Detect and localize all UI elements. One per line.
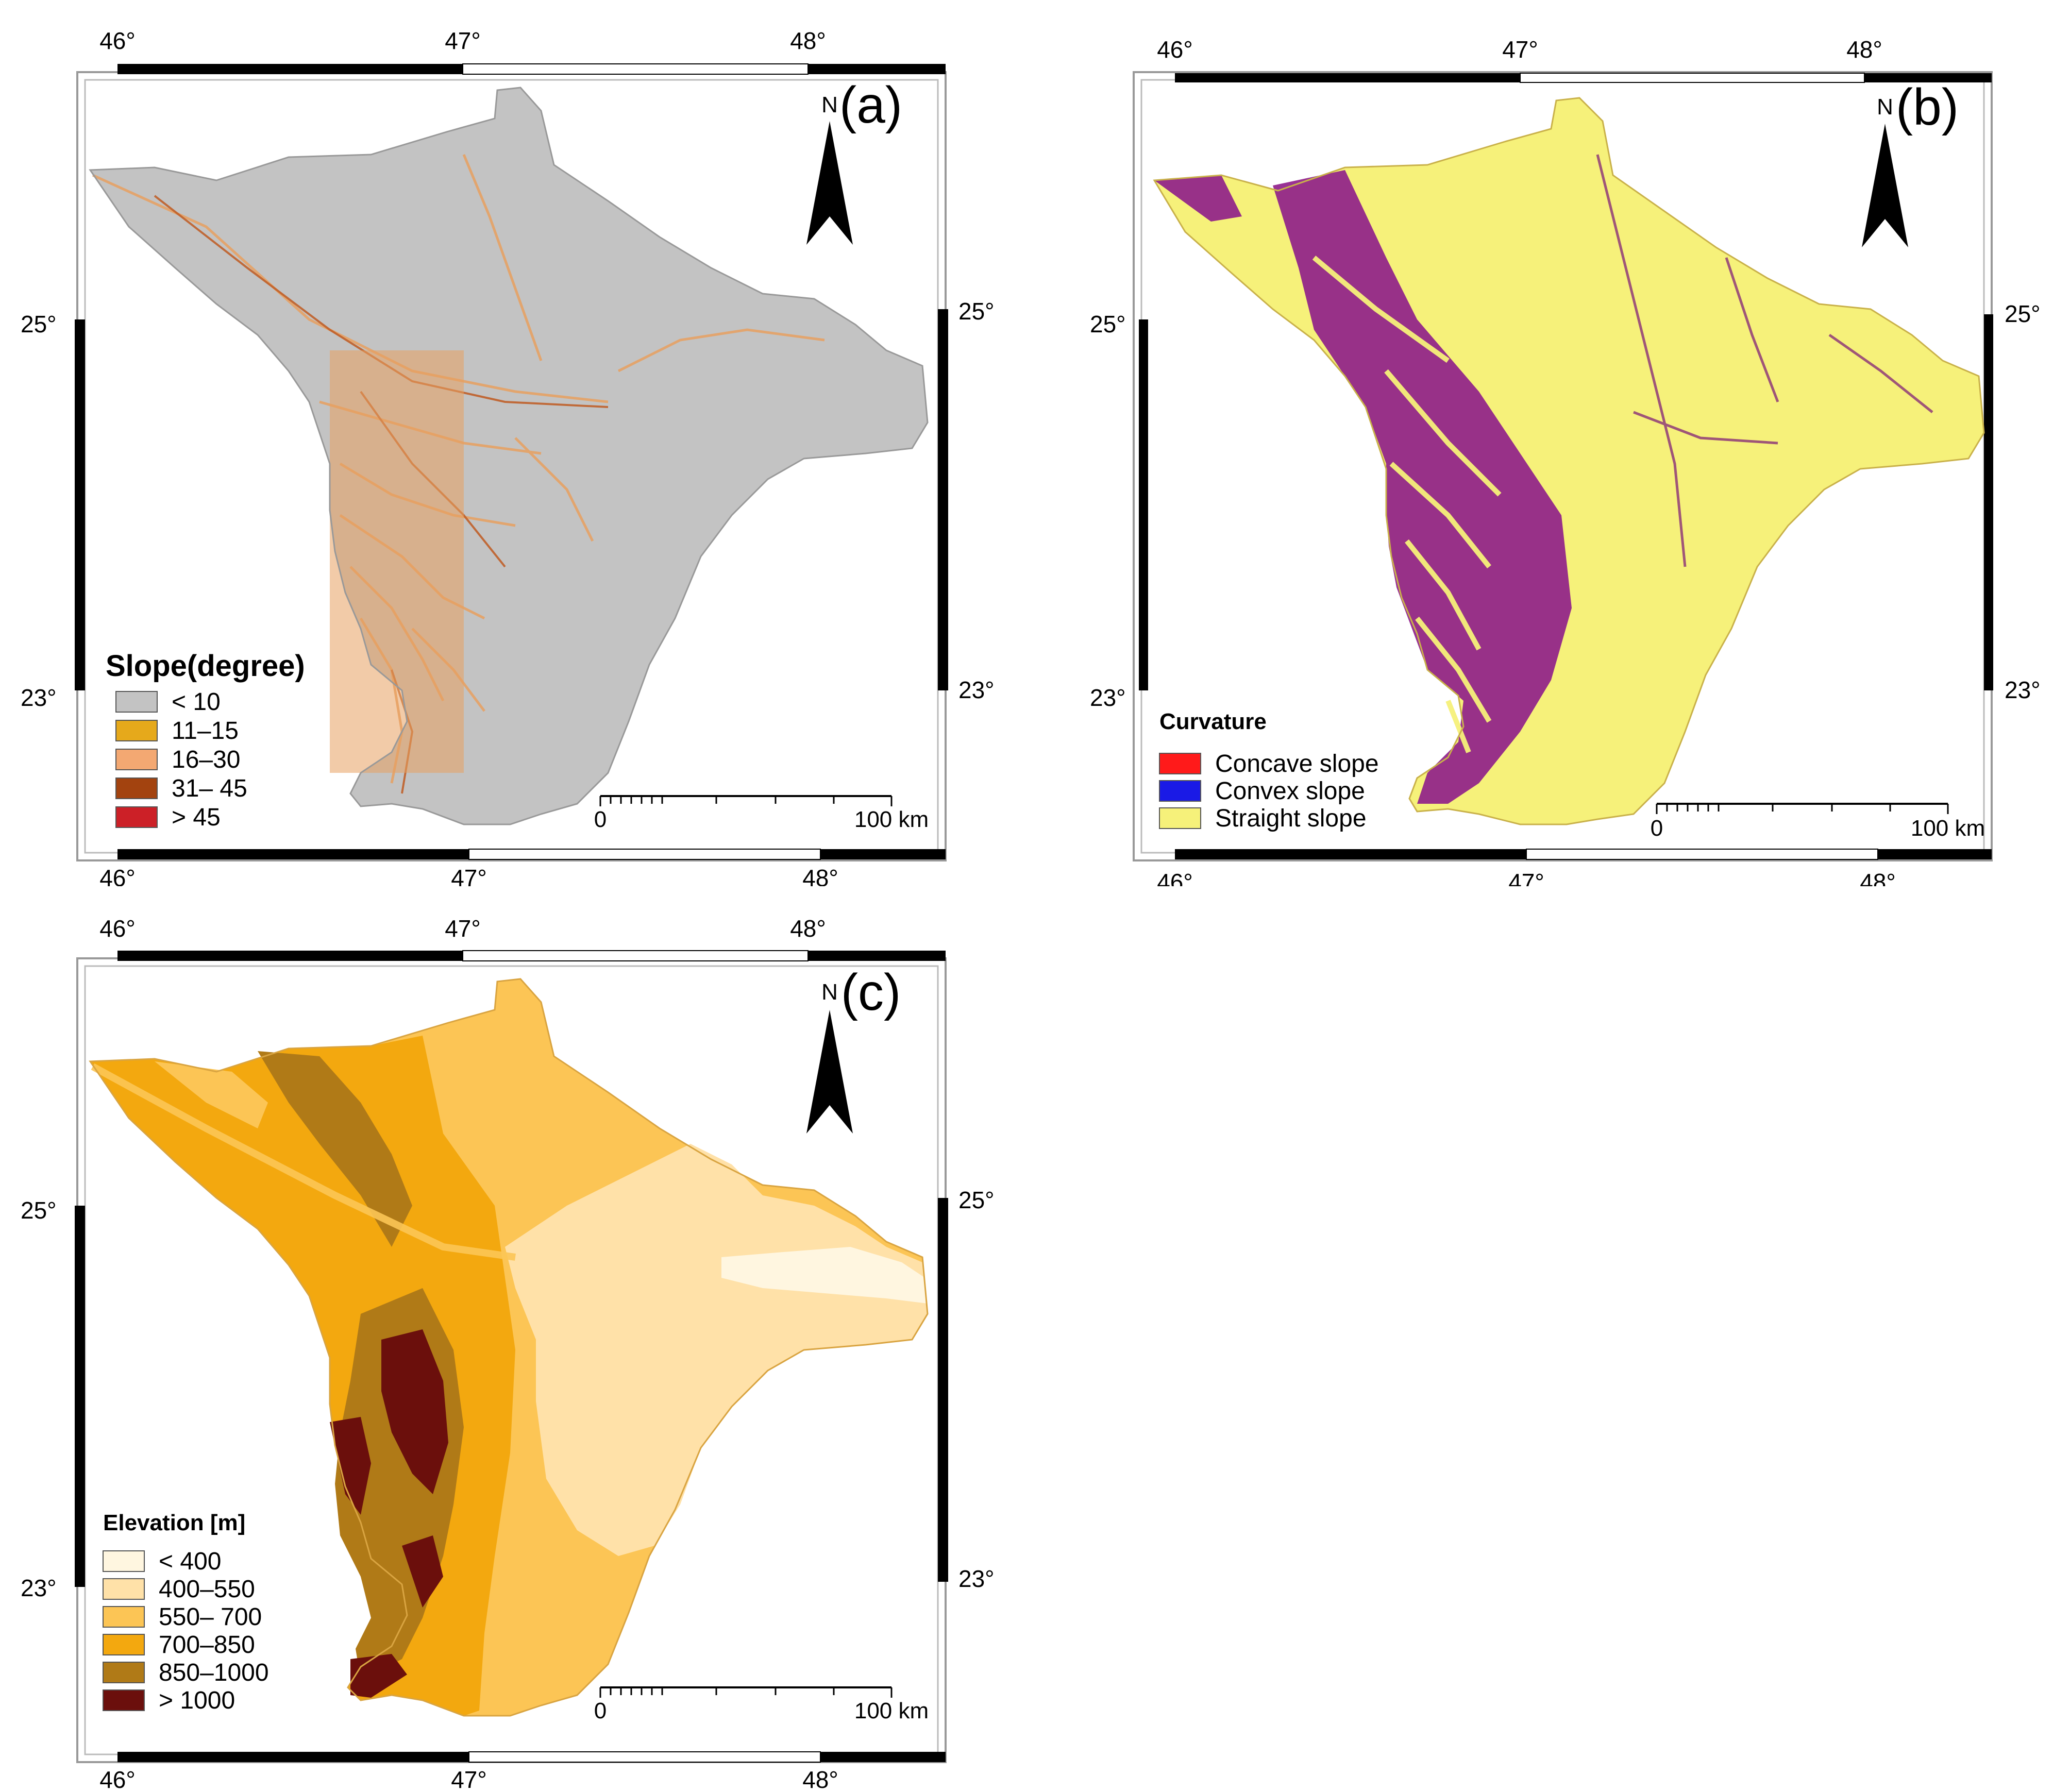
legend-swatch — [103, 1578, 145, 1600]
elevation-map-panel: 46° 47° 48° 46° 47° 48° 25° 23° 25° 23° … — [0, 886, 1031, 1792]
legend-swatch — [115, 777, 158, 799]
legend-item-label: > 45 — [172, 804, 221, 831]
lon-tick-label: 46° — [99, 865, 136, 886]
lat-tick-label: 25° — [21, 311, 57, 337]
legend-item-label: 550– 700 — [159, 1603, 262, 1631]
lat-tick-label: 25° — [21, 1197, 57, 1224]
legend-title: Elevation [m] — [103, 1510, 245, 1535]
lon-tick-label: 47° — [1502, 36, 1538, 63]
scale-bar: 0 100 km — [1651, 803, 1985, 841]
legend-item-label: Concave slope — [1215, 750, 1379, 777]
north-arrow-icon: N — [806, 979, 853, 1134]
lat-tick-label: 25° — [958, 298, 995, 325]
lon-tick-label: 46° — [1157, 869, 1193, 886]
lon-tick-label: 48° — [790, 915, 826, 942]
north-arrow-icon: N — [1862, 94, 1908, 247]
lon-tick-label: 46° — [1157, 36, 1193, 63]
lat-tick-label: 23° — [958, 677, 995, 703]
legend-swatch — [115, 720, 158, 741]
curvature-map-panel: 46° 47° 48° 46° 47° 48° 25° 23° 25° 23° … — [1056, 0, 2070, 895]
lon-tick-label: 47° — [445, 915, 481, 942]
lat-tick-label: 23° — [21, 684, 57, 711]
legend-swatch — [115, 749, 158, 770]
svg-text:0: 0 — [1651, 816, 1663, 841]
panel-label: (a) — [839, 76, 902, 134]
svg-text:N: N — [1877, 94, 1893, 120]
watershed-slope-raster — [89, 87, 929, 825]
lon-tick-label: 47° — [1508, 869, 1544, 886]
svg-text:100 km: 100 km — [854, 807, 929, 832]
svg-text:100 km: 100 km — [854, 1698, 929, 1723]
legend-swatch — [1159, 780, 1201, 802]
legend-swatch — [1159, 753, 1201, 774]
lon-tick-label: 46° — [99, 27, 136, 54]
legend-swatch — [115, 806, 158, 828]
legend-swatch — [1159, 807, 1201, 829]
legend-item-label: Straight slope — [1215, 805, 1367, 832]
svg-text:100 km: 100 km — [1911, 816, 1985, 841]
lat-tick-label: 25° — [2005, 300, 2041, 327]
lon-tick-label: 46° — [99, 915, 136, 942]
lon-tick-label: 48° — [802, 865, 838, 886]
lon-tick-label: 48° — [1846, 36, 1882, 63]
legend-item-label: < 400 — [159, 1548, 221, 1575]
lat-tick-label: 23° — [1090, 684, 1126, 711]
scale-bar: 0 100 km — [594, 795, 929, 832]
watershed-elevation-raster — [89, 978, 929, 1717]
panel-label: (b) — [1896, 78, 1959, 136]
lon-tick-label: 48° — [802, 1766, 838, 1789]
svg-text:N: N — [821, 979, 838, 1005]
lat-tick-label: 23° — [21, 1575, 57, 1601]
watershed-curvature-raster — [1153, 97, 1985, 825]
lat-tick-label: 25° — [958, 1187, 995, 1213]
svg-text:0: 0 — [594, 1698, 607, 1723]
slope-map-panel: 46° 47° 48° 46° 47° 48° 25° 23° 25° 23° … — [0, 0, 1031, 891]
north-arrow-icon: N — [806, 92, 853, 245]
legend-item-label: 31– 45 — [172, 775, 247, 802]
lon-tick-label: 47° — [451, 1766, 487, 1789]
legend-item-label: 400–550 — [159, 1576, 255, 1603]
legend-item-label: 16–30 — [172, 746, 240, 773]
legend-item-label: 850–1000 — [159, 1659, 269, 1686]
lon-tick-label: 48° — [790, 27, 826, 54]
svg-text:0: 0 — [594, 807, 607, 832]
legend-item-label: 11–15 — [172, 717, 239, 745]
lon-tick-label: 47° — [451, 865, 487, 886]
lat-tick-label: 23° — [958, 1565, 995, 1592]
lon-tick-label: 46° — [99, 1766, 136, 1789]
neatline-segment — [117, 64, 463, 74]
legend-swatch — [103, 1662, 145, 1683]
legend-swatch — [103, 1689, 145, 1711]
panel-label: (c) — [841, 963, 901, 1021]
legend-swatch — [103, 1634, 145, 1655]
legend-swatch — [103, 1606, 145, 1628]
legend-swatch — [115, 691, 158, 713]
lat-tick-label: 23° — [2005, 677, 2041, 703]
scale-bar: 0 100 km — [594, 1686, 929, 1723]
legend-title: Curvature — [1159, 709, 1267, 734]
legend-title: Slope(degree) — [106, 649, 305, 683]
legend-item-label: 700–850 — [159, 1631, 255, 1659]
legend-item-label: > 1000 — [159, 1687, 235, 1714]
lat-tick-label: 25° — [1090, 311, 1126, 337]
lon-tick-label: 47° — [445, 27, 481, 54]
legend-item-label: Convex slope — [1215, 777, 1365, 805]
legend-swatch — [103, 1550, 145, 1572]
lon-tick-label: 48° — [1860, 869, 1896, 886]
legend-item-label: < 10 — [172, 688, 221, 716]
svg-text:N: N — [821, 92, 838, 117]
